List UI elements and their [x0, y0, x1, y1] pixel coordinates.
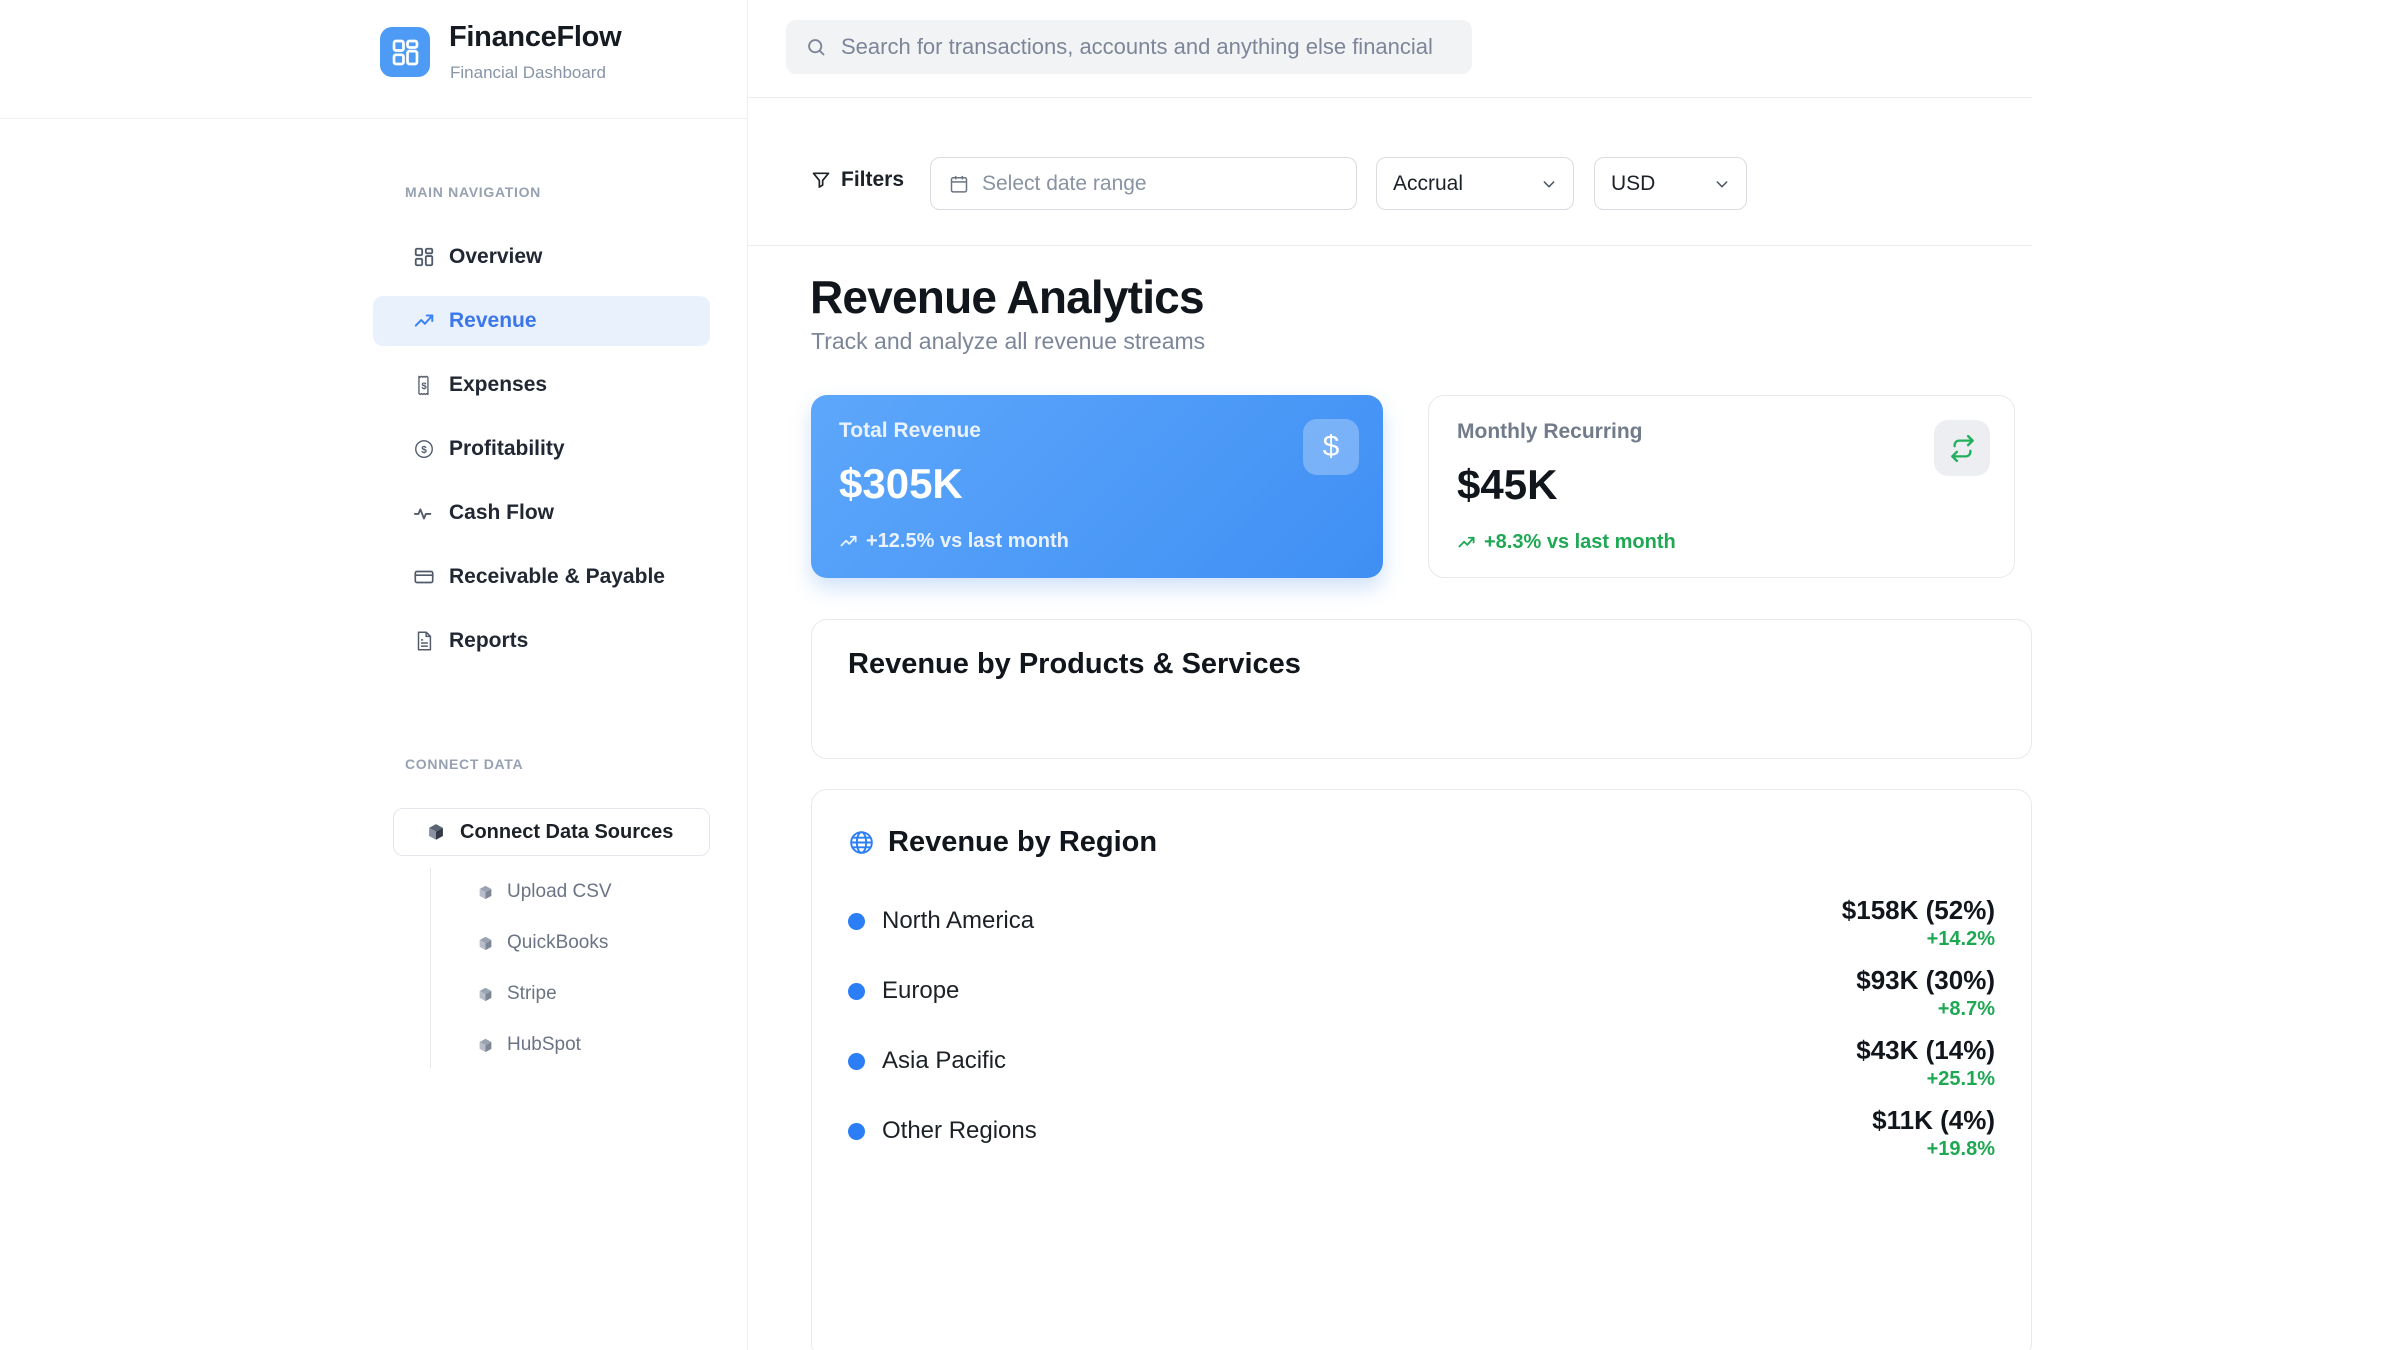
svg-text:$: $: [421, 381, 427, 392]
svg-text:$: $: [421, 445, 427, 456]
